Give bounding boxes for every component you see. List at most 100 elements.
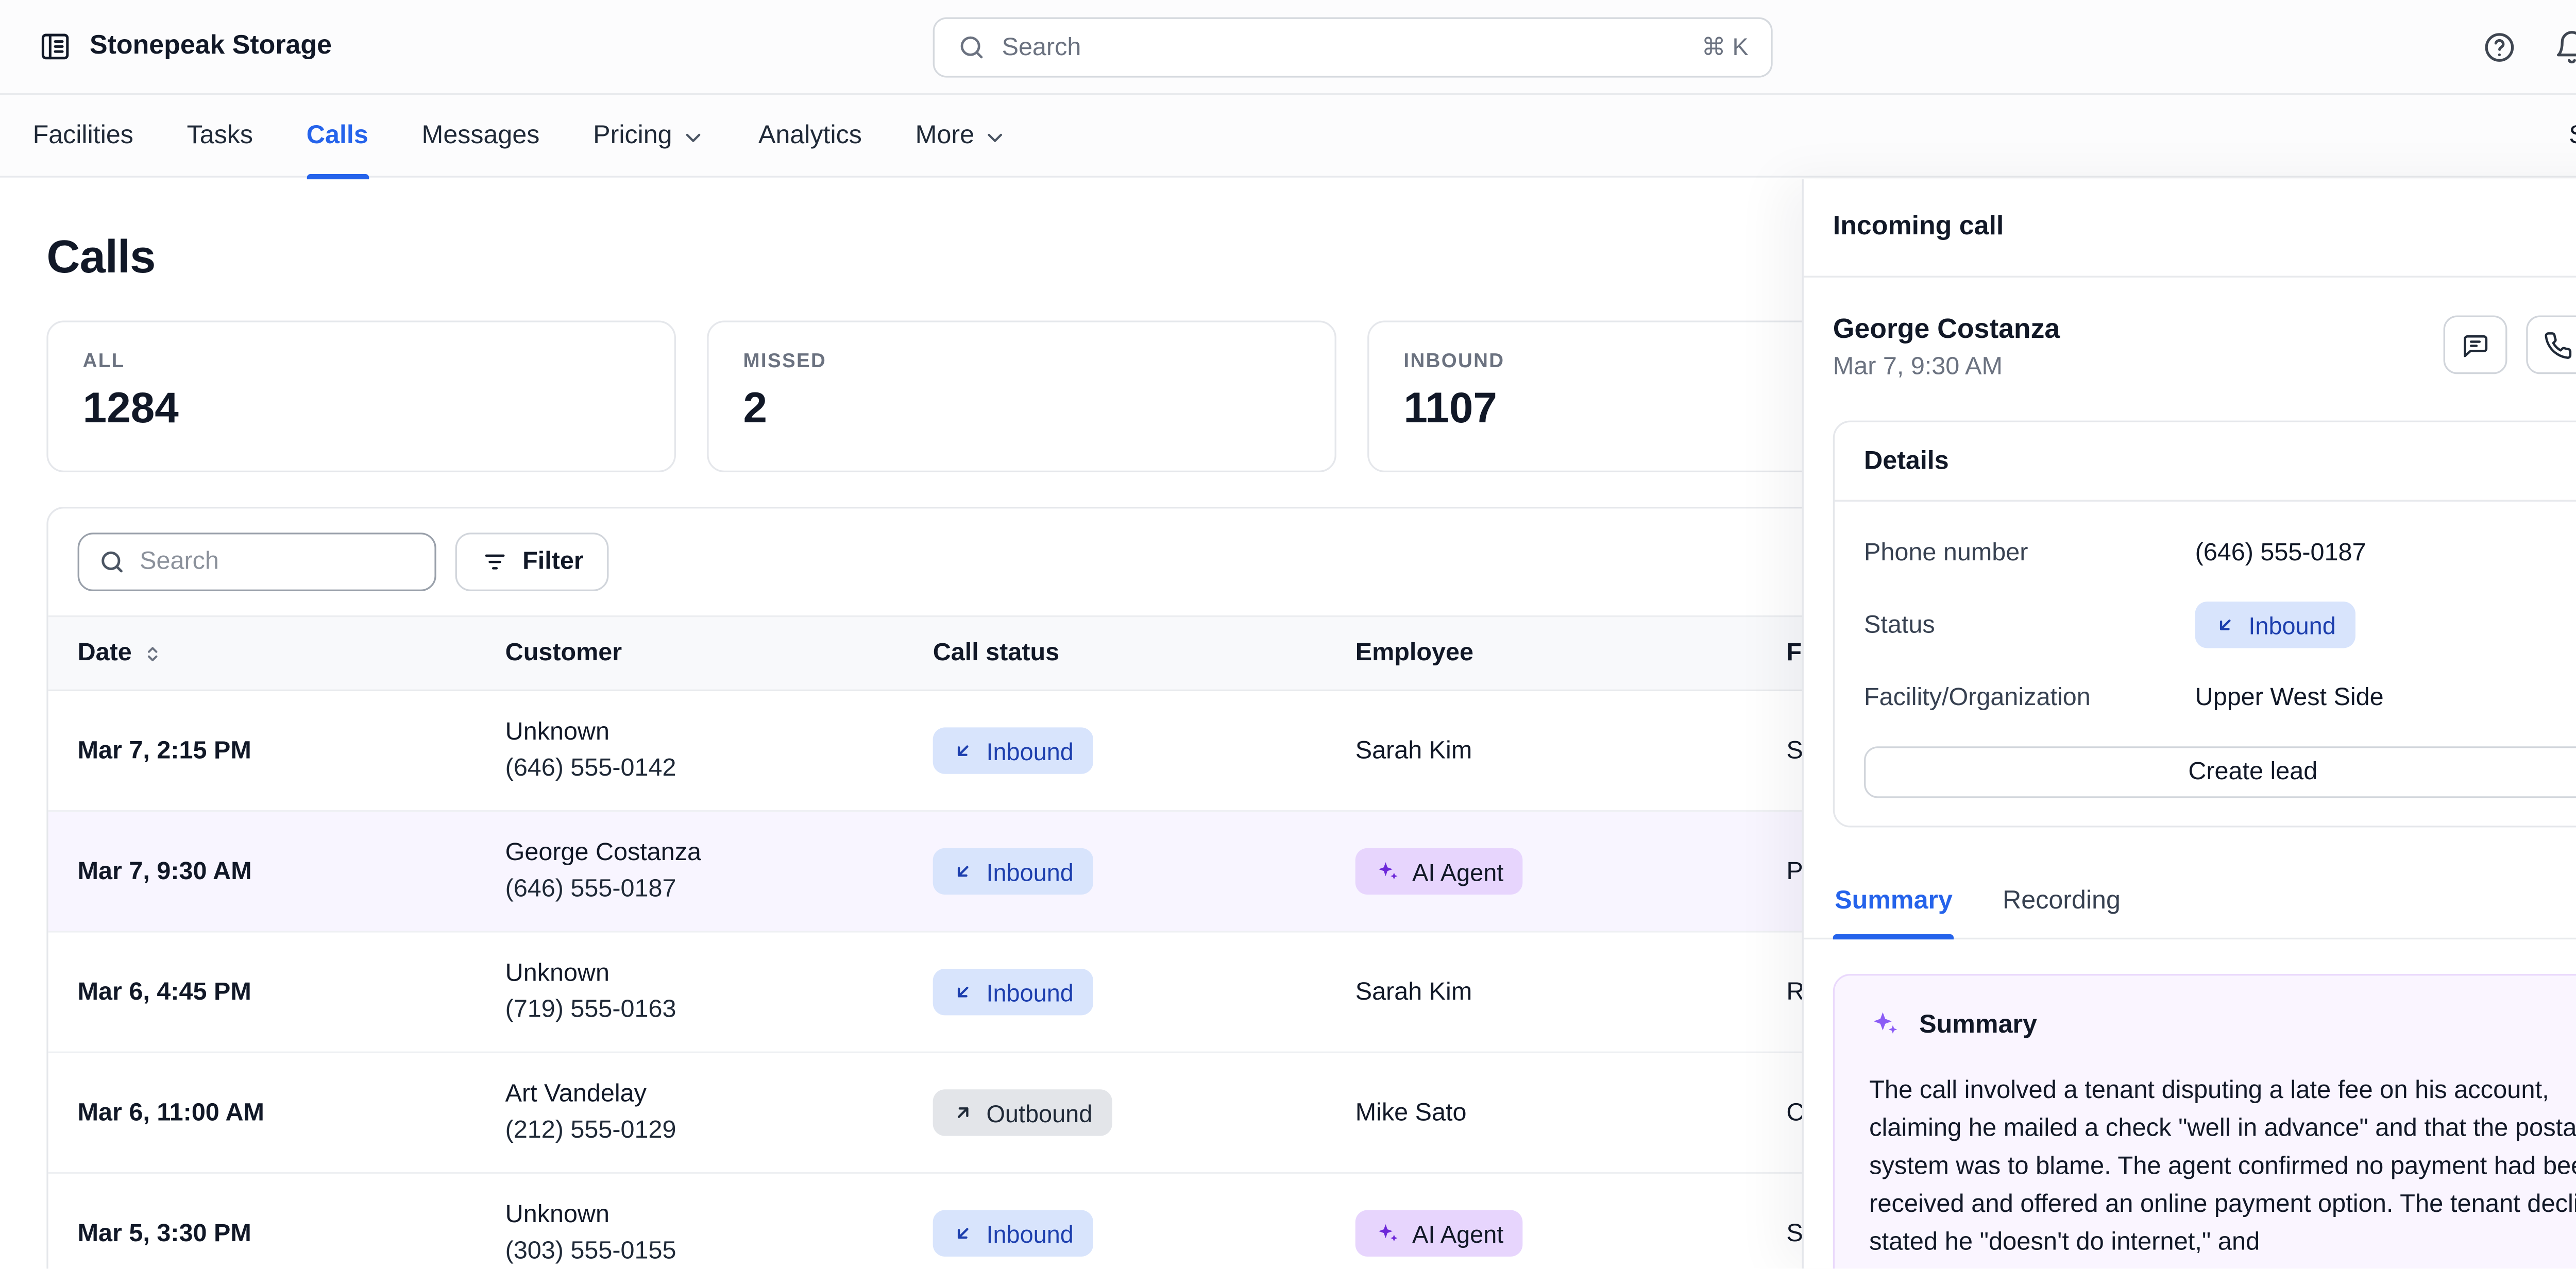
call-date: Mar 7, 9:30 AM bbox=[77, 858, 252, 885]
employee-name: Sarah Kim bbox=[1355, 736, 1472, 765]
contact-section: George Costanza Mar 7, 9:30 AM bbox=[1804, 278, 2576, 381]
call-date: Mar 6, 4:45 PM bbox=[77, 978, 251, 1006]
panel-header: Incoming call bbox=[1803, 179, 2576, 278]
app-brand[interactable]: Stonepeak Storage bbox=[38, 29, 332, 64]
nav-item-messages[interactable]: Messages bbox=[421, 121, 540, 150]
ai-agent-badge: AI Agent bbox=[1355, 1210, 1523, 1257]
filter-lines-icon bbox=[481, 548, 509, 576]
message-icon bbox=[2461, 330, 2490, 359]
arrow-down-left-icon bbox=[952, 740, 975, 762]
column-header-call-status: Call status bbox=[933, 639, 1060, 667]
summary-text: The call involved a tenant disputing a l… bbox=[1869, 1077, 2576, 1257]
detail-label: Phone number bbox=[1864, 538, 2028, 567]
topbar: Stonepeak Storage ⌘ K bbox=[0, 0, 2576, 95]
call-button[interactable] bbox=[2526, 315, 2576, 374]
table-toolbar: Filter bbox=[48, 508, 2576, 615]
chevron-down-icon bbox=[983, 125, 1007, 149]
nav-item-calls[interactable]: Calls bbox=[306, 94, 368, 179]
customer-cell: Unknown (303) 555-0155 bbox=[476, 1197, 904, 1268]
employee-name: Mike Sato bbox=[1355, 1099, 1467, 1127]
sort-icon[interactable] bbox=[142, 642, 165, 665]
inbound-badge: Inbound bbox=[933, 968, 1093, 1016]
summary-title: Summary bbox=[1919, 1009, 2037, 1039]
inbound-badge: Inbound bbox=[933, 1210, 1093, 1257]
detail-row-phone: Phone number (646) 555-0187 bbox=[1864, 535, 2576, 571]
main-nav: Facilities Tasks Calls Messages Pricing … bbox=[0, 94, 2576, 179]
create-lead-button[interactable]: Create lead bbox=[1864, 746, 2576, 798]
call-status-cell: Inbound bbox=[904, 1210, 1326, 1257]
employee-cell: Sarah Kim bbox=[1326, 978, 1757, 1006]
employee-name: Sarah Kim bbox=[1355, 978, 1472, 1006]
arrow-down-left-icon bbox=[952, 860, 975, 883]
sparkles-icon bbox=[1869, 1008, 1900, 1039]
employee-cell: AI Agent bbox=[1326, 848, 1757, 895]
contact-name: George Costanza bbox=[1833, 315, 2060, 345]
contact-time: Mar 7, 9:30 AM bbox=[1833, 353, 2003, 381]
detail-value: Upper West Side bbox=[2195, 683, 2384, 711]
contact-info: George Costanza Mar 7, 9:30 AM bbox=[1833, 315, 2060, 381]
panel-title: Incoming call bbox=[1833, 212, 2004, 242]
nav-item-pricing[interactable]: Pricing bbox=[593, 94, 705, 177]
column-header-customer: Customer bbox=[505, 639, 622, 667]
call-date: Mar 6, 11:00 AM bbox=[77, 1099, 264, 1127]
table-search-input[interactable] bbox=[140, 548, 416, 576]
tab-recording[interactable]: Recording bbox=[2003, 886, 2121, 916]
help-icon[interactable] bbox=[2481, 28, 2517, 64]
search-icon bbox=[98, 548, 126, 576]
incoming-call-panel: Incoming call George Costanza Mar 7, 9:3… bbox=[1802, 179, 2576, 1269]
nav-item-facilities[interactable]: Facilities bbox=[32, 121, 133, 150]
table-search[interactable] bbox=[77, 533, 436, 591]
employee-cell: Mike Sato bbox=[1326, 1099, 1757, 1127]
outbound-badge: Outbound bbox=[933, 1089, 1112, 1136]
customer-phone: (646) 555-0187 bbox=[505, 874, 676, 903]
topbar-actions bbox=[2481, 28, 2576, 64]
ai-agent-badge: AI Agent bbox=[1355, 848, 1523, 895]
app-title: Stonepeak Storage bbox=[90, 31, 332, 61]
search-shortcut: ⌘ K bbox=[1701, 32, 1749, 61]
customer-cell: Art Vandelay (212) 555-0129 bbox=[476, 1076, 904, 1149]
nav-item-more[interactable]: More bbox=[916, 94, 1007, 177]
stat-value: 1284 bbox=[82, 384, 179, 433]
inbound-badge: Inbound bbox=[933, 727, 1093, 774]
stat-label: INBOUND bbox=[1403, 351, 1505, 372]
stat-card-missed: MISSED 2 bbox=[707, 320, 1336, 473]
call-status-cell: Inbound bbox=[904, 968, 1326, 1016]
global-search-input[interactable] bbox=[1002, 33, 1686, 61]
call-status-cell: Outbound bbox=[904, 1089, 1326, 1136]
sparkles-icon bbox=[1375, 859, 1400, 884]
chevron-down-icon bbox=[681, 125, 705, 149]
arrow-down-left-icon bbox=[952, 981, 975, 1003]
inbound-badge: Inbound bbox=[933, 848, 1093, 895]
message-button[interactable] bbox=[2443, 315, 2507, 374]
stat-label: MISSED bbox=[743, 351, 827, 372]
customer-name: Unknown bbox=[505, 1201, 609, 1228]
customer-cell: Unknown (719) 555-0163 bbox=[476, 956, 904, 1028]
nav-item-analytics[interactable]: Analytics bbox=[758, 121, 862, 150]
call-date: Mar 7, 2:15 PM bbox=[77, 736, 251, 765]
detail-row-status: Status Inbound bbox=[1864, 602, 2576, 648]
customer-phone: (303) 555-0155 bbox=[505, 1237, 676, 1264]
call-status-cell: Inbound bbox=[904, 727, 1326, 774]
column-header-employee: Employee bbox=[1355, 639, 1473, 667]
customer-cell: Unknown (646) 555-0142 bbox=[476, 714, 904, 787]
panel-tabs: Summary Recording bbox=[1803, 865, 2576, 940]
employee-cell: Sarah Kim bbox=[1326, 737, 1757, 765]
arrow-up-right-icon bbox=[952, 1102, 975, 1124]
customer-phone: (719) 555-0163 bbox=[505, 995, 676, 1023]
facility-cell: C bbox=[1786, 1099, 1805, 1127]
tab-summary[interactable]: Summary bbox=[1833, 865, 1955, 940]
customer-name: Art Vandelay bbox=[505, 1079, 647, 1108]
global-search[interactable]: ⌘ K bbox=[933, 17, 1773, 78]
employee-cell: AI Agent bbox=[1326, 1210, 1757, 1257]
nav-item-tasks[interactable]: Tasks bbox=[187, 121, 253, 150]
call-status-cell: Inbound bbox=[904, 848, 1326, 895]
filter-button[interactable]: Filter bbox=[455, 533, 609, 591]
nav-item-settings[interactable]: Settings bbox=[2569, 121, 2576, 150]
column-header-date[interactable]: Date bbox=[48, 640, 476, 667]
stat-value: 1107 bbox=[1403, 384, 1497, 433]
storage-building-logo-icon bbox=[38, 29, 73, 64]
arrow-down-left-icon bbox=[952, 1222, 975, 1245]
customer-name: Unknown bbox=[505, 718, 609, 746]
call-date: Mar 5, 3:30 PM bbox=[77, 1219, 251, 1247]
notifications-bell-icon[interactable] bbox=[2554, 28, 2576, 64]
